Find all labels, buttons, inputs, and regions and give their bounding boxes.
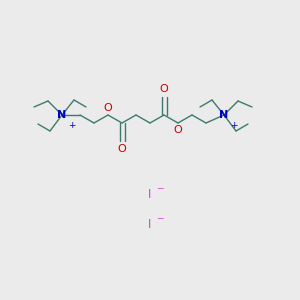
Text: O: O <box>160 84 168 94</box>
Text: I: I <box>148 188 152 202</box>
Text: N: N <box>219 110 229 120</box>
Text: −: − <box>156 214 164 223</box>
Text: O: O <box>118 144 126 154</box>
Text: O: O <box>103 103 112 113</box>
Text: I: I <box>148 218 152 232</box>
Text: N: N <box>57 110 67 120</box>
Text: +: + <box>230 121 238 130</box>
Text: +: + <box>68 121 76 130</box>
Text: O: O <box>174 125 182 135</box>
Text: −: − <box>156 184 164 193</box>
